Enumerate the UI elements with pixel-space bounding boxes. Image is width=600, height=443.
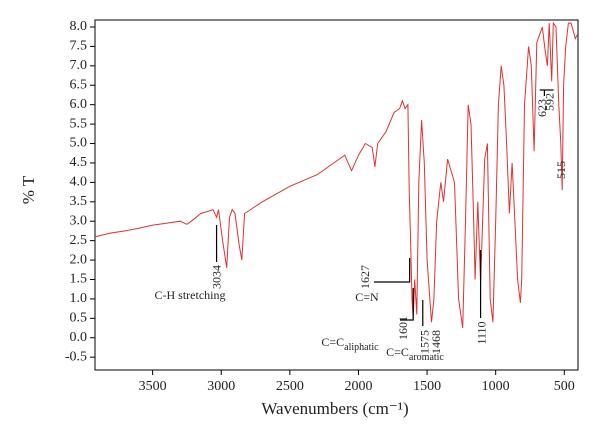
y-tick-label: 8.0 — [70, 19, 88, 34]
y-axis-title: % T — [19, 175, 38, 204]
group-label-sub: aromatic — [409, 352, 445, 363]
peak-label: 592 — [542, 93, 556, 111]
y-tick-label: 0.0 — [70, 330, 88, 345]
y-tick-label: 2.5 — [70, 233, 88, 248]
leader-line — [400, 288, 414, 321]
x-axis-title: Wavenumbers (cm⁻¹) — [261, 399, 408, 418]
y-tick-label: 7.0 — [70, 58, 88, 73]
peak-label: 1468 — [429, 330, 443, 354]
y-tick-label: 6.0 — [70, 97, 88, 112]
y-tick-label: 3.0 — [70, 213, 88, 228]
peak-label: 1575 — [418, 330, 432, 354]
y-tick-label: 6.5 — [70, 77, 88, 92]
y-tick-label: 5.5 — [70, 116, 88, 131]
spectrum-line — [95, 21, 578, 329]
y-tick-label: 1.0 — [70, 291, 88, 306]
peak-label: 3034 — [209, 265, 223, 289]
peak-label: 623 — [535, 99, 549, 117]
group-label-sub: aliphatic — [344, 342, 379, 353]
peak-label: 515 — [554, 161, 568, 179]
leader-line — [374, 258, 411, 283]
peak-label: 1627 — [358, 265, 372, 289]
x-tick-label: 3500 — [139, 379, 167, 394]
plot-frame — [94, 19, 579, 371]
x-tick-label: 3000 — [207, 379, 235, 394]
y-tick-label: 4.0 — [70, 175, 88, 190]
x-tick-label: 500 — [554, 379, 575, 394]
group-label: C=Caliphatic — [321, 335, 379, 354]
x-tick-label: 2000 — [344, 379, 372, 394]
x-tick-label: 1000 — [482, 379, 510, 394]
group-label-text: C=C — [321, 335, 344, 349]
y-tick-label: 0.5 — [70, 311, 88, 326]
group-label: C=N — [355, 290, 379, 304]
peak-label: 1110 — [474, 321, 488, 344]
group-label: C=Caromatic — [386, 345, 444, 364]
group-label-text: C=C — [386, 345, 409, 359]
y-tick-label: 5.0 — [70, 136, 88, 151]
x-tick-label: 2500 — [276, 379, 304, 394]
y-tick-label: 1.5 — [70, 272, 88, 287]
y-tick-label: 7.5 — [70, 39, 88, 54]
x-tick-label: 1500 — [413, 379, 441, 394]
y-tick-label: 4.5 — [70, 155, 88, 170]
y-tick-label: 2.0 — [70, 252, 88, 267]
group-label-text: C=N — [355, 290, 379, 304]
y-tick-label: -0.5 — [65, 349, 87, 364]
y-tick-label: 3.5 — [70, 194, 88, 209]
group-label: C-H stretching — [155, 288, 226, 302]
group-label-text: C-H stretching — [155, 288, 226, 302]
peak-label: 1601 — [396, 316, 410, 340]
